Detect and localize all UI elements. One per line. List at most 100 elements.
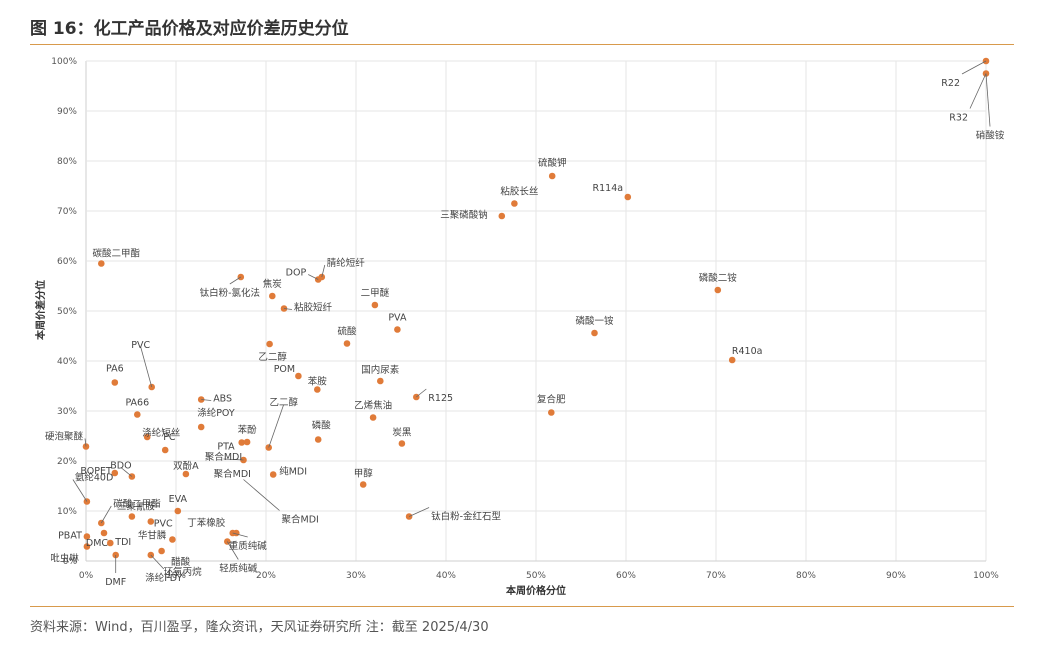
point-label: 环氧丙烷	[164, 566, 203, 578]
point-label: R410a	[732, 346, 763, 357]
data-point	[269, 471, 277, 478]
point-label: 轻质纯碱	[219, 563, 258, 575]
point-label: 碳酸二甲酯	[93, 248, 141, 260]
data-point	[371, 301, 379, 309]
point-label: PA6	[106, 364, 124, 375]
label-leader	[283, 308, 293, 310]
label-leader	[150, 554, 165, 570]
label-leader	[84, 438, 87, 447]
point-label: TDI	[114, 537, 131, 548]
label-leader	[308, 274, 319, 280]
tick-layer: 0% 10% 20% 30% 40% 50% 60% 70% 80% 90% 100% 0% 10% 20…	[51, 57, 999, 581]
label-leader	[243, 479, 280, 511]
data-point	[243, 438, 251, 446]
point-label: DOP	[286, 268, 307, 279]
data-point	[161, 446, 169, 454]
point-label: 焦炭	[263, 278, 283, 290]
y-tick-label: 50%	[57, 307, 77, 317]
point-label: 钛白粉-金红石型	[431, 511, 501, 523]
y-tick-label: 80%	[57, 157, 77, 167]
data-point	[714, 286, 722, 294]
footer-rule	[30, 606, 1014, 607]
data-point	[591, 329, 598, 337]
data-point	[111, 379, 119, 386]
point-label: 重质纯碱	[229, 540, 268, 552]
point-label: 磷酸	[312, 420, 332, 432]
figure-title: 图 16：化工产品价格及对应价差历史分位	[30, 19, 349, 39]
data-point	[269, 292, 276, 300]
point-label: 乙二醇	[269, 397, 298, 409]
point-label: 聚合MDI	[214, 468, 251, 480]
data-point	[174, 507, 182, 515]
data-point	[197, 423, 205, 431]
point-label: PA66	[125, 398, 149, 409]
data-point	[511, 200, 518, 207]
source-note: 资料来源：Wind，百川盈孚，隆众资讯，天风证券研究所 注：截至 2025/4/…	[30, 620, 489, 635]
label-leader	[120, 467, 133, 477]
point-label: 碳酸二甲酯	[113, 498, 161, 510]
point-label: 双酚A	[173, 461, 199, 472]
x-tick-label: 70%	[706, 571, 726, 581]
data-point	[107, 539, 114, 547]
point-label: BDO	[110, 461, 131, 472]
point-label: PVC	[154, 519, 173, 530]
point-label: 腈纶短纤	[327, 257, 366, 269]
data-point	[314, 386, 321, 393]
label-leader	[229, 276, 242, 285]
point-label: 炭黑	[392, 428, 412, 439]
data-point	[369, 414, 377, 421]
y-tick-label: 20%	[57, 457, 77, 467]
label-leader	[961, 60, 987, 75]
point-label: 涤纶FDY	[145, 572, 182, 584]
data-point	[83, 543, 91, 550]
label-leader	[201, 399, 212, 401]
label-leader	[321, 264, 326, 278]
data-point	[134, 411, 141, 418]
data-point	[182, 470, 190, 478]
label-leader	[223, 458, 244, 461]
label-leader	[985, 73, 991, 127]
point-label: 粘胶短纤	[294, 302, 333, 314]
x-tick-label: 20%	[256, 571, 276, 581]
data-point	[295, 372, 302, 380]
point-label: ABS	[213, 394, 232, 405]
y-tick-label: 30%	[57, 407, 77, 417]
data-point	[728, 356, 736, 364]
data-point	[98, 260, 105, 267]
point-label: 华甘膦	[138, 530, 167, 542]
point-label: R125	[428, 393, 453, 404]
data-point	[359, 481, 367, 488]
label-leader	[232, 532, 248, 538]
point-label: R32	[949, 113, 968, 124]
x-tick-label: 10%	[166, 571, 186, 581]
data-point	[147, 518, 155, 525]
point-label: EVA	[169, 494, 188, 505]
point-label: BOPET	[80, 466, 112, 477]
x-axis-title: 本周价格分位	[506, 584, 566, 597]
point-label: DMF	[105, 577, 126, 588]
data-point	[394, 326, 401, 333]
label-leader	[226, 541, 239, 560]
point-label: 丁苯橡胶	[187, 517, 226, 529]
point-label: 苯胺	[308, 376, 328, 388]
x-tick-label: 40%	[436, 571, 456, 581]
data-point	[158, 547, 165, 555]
grid-layer	[85, 60, 987, 562]
point-label: 涤纶POY	[197, 407, 235, 419]
data-point	[343, 340, 351, 347]
point-label: PC	[163, 432, 176, 443]
label-leader	[969, 73, 987, 109]
label-leader	[408, 507, 430, 517]
point-label: 苯酚	[238, 424, 258, 436]
point-label: 乙二醇	[258, 351, 287, 363]
point-label: R22	[941, 78, 960, 89]
point-label: PVC	[131, 340, 150, 351]
data-point	[128, 513, 136, 520]
point-label: PTA	[217, 442, 235, 453]
point-label: 硬泡聚醚	[45, 431, 84, 443]
x-tick-label: 50%	[526, 571, 546, 581]
point-label: 国内尿素	[361, 364, 400, 376]
point-label: 乙烯焦油	[354, 400, 392, 412]
x-tick-label: 80%	[796, 571, 816, 581]
